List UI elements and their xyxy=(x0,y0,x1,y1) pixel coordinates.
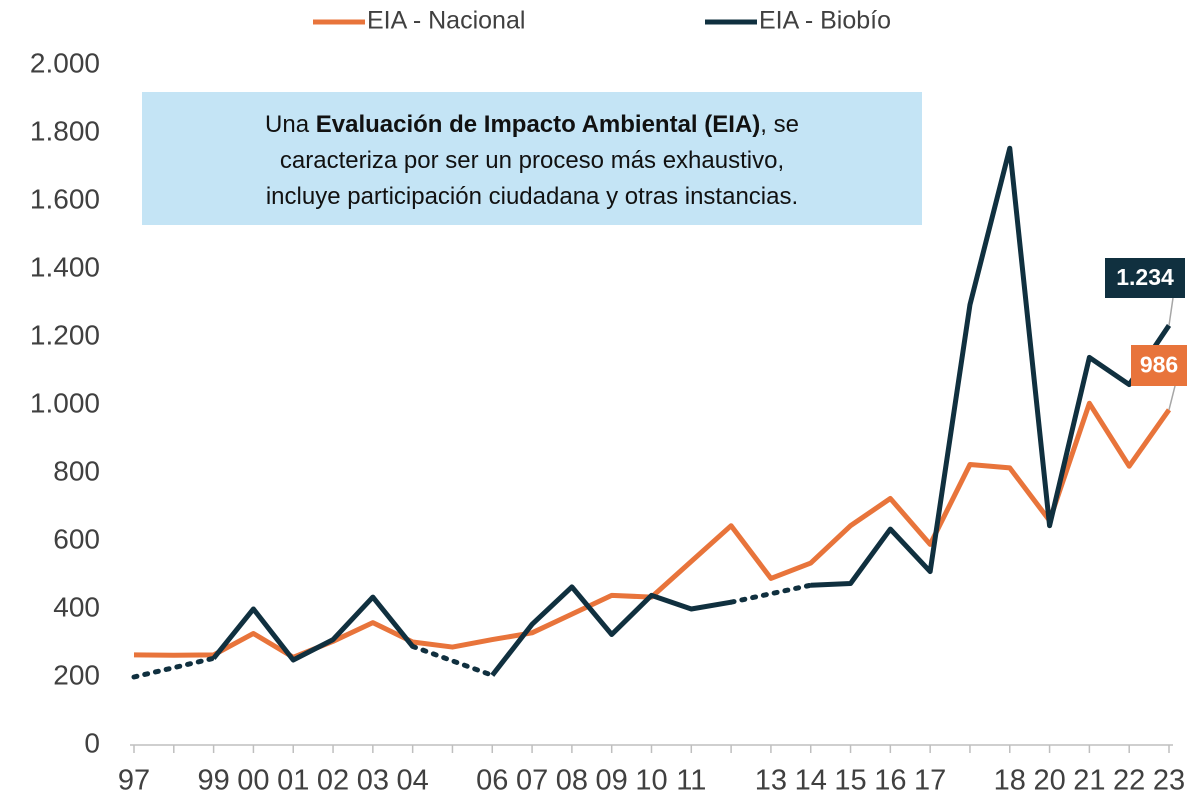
x-tick-label: 01 xyxy=(277,765,309,797)
x-tick-label: 07 xyxy=(516,765,548,797)
x-tick-label: 16 xyxy=(874,765,906,797)
annotation-box xyxy=(142,92,922,225)
y-tick-label: 800 xyxy=(53,455,100,486)
x-tick-label: 06 xyxy=(476,765,508,797)
x-tick-label: 00 xyxy=(237,765,269,797)
legend-label: EIA - Nacional xyxy=(367,7,525,35)
gap-connector xyxy=(728,582,814,605)
y-tick-label: 1.800 xyxy=(30,115,100,146)
x-tick-label: 15 xyxy=(834,765,866,797)
gap-connector xyxy=(410,643,495,678)
value-label: 986 xyxy=(1140,352,1178,378)
x-tick-label: 97 xyxy=(118,765,150,797)
annotation-text: Una Evaluación de Impacto Ambiental (EIA… xyxy=(265,111,799,138)
series-line xyxy=(211,594,415,663)
y-tick-label: 600 xyxy=(53,523,100,554)
value-label: 1.234 xyxy=(1116,264,1174,290)
annotation-part: Una xyxy=(265,111,316,138)
label-leader xyxy=(1168,385,1176,410)
x-tick-label: 13 xyxy=(755,765,787,797)
annotation-part: caracteriza por ser un proceso más exhau… xyxy=(280,147,784,174)
y-tick-label: 1.200 xyxy=(30,319,100,350)
annotation-part: Evaluación de Impacto Ambiental (EIA) xyxy=(316,111,761,138)
x-tick-label: 18 xyxy=(994,765,1026,797)
x-tick-label: 04 xyxy=(397,765,429,797)
x-tick-label: 20 xyxy=(1033,765,1065,797)
y-tick-label: 2.000 xyxy=(30,47,100,78)
y-tick-label: 200 xyxy=(53,659,100,690)
annotation-part: , se xyxy=(760,111,799,138)
value-label-box xyxy=(1131,345,1187,386)
x-tick-label: 08 xyxy=(556,765,588,797)
y-tick-label: 1.400 xyxy=(30,251,100,282)
series-line xyxy=(490,584,732,677)
x-tick-label: 14 xyxy=(795,765,827,797)
x-tick-label: 10 xyxy=(635,765,667,797)
y-tick-label: 1.000 xyxy=(30,387,100,418)
series-line xyxy=(133,400,1172,660)
series-line xyxy=(810,145,1172,588)
x-tick-label: 03 xyxy=(357,765,389,797)
annotation-text: incluye participación ciudadana y otras … xyxy=(266,183,798,210)
x-tick-label: 99 xyxy=(197,765,229,797)
gap-connector xyxy=(131,655,217,680)
x-tick-label: 21 xyxy=(1073,765,1105,797)
y-tick-label: 0 xyxy=(84,727,100,758)
x-tick-label: 09 xyxy=(596,765,628,797)
y-tick-label: 400 xyxy=(53,591,100,622)
value-label-box xyxy=(1105,258,1185,298)
annotation-text: caracteriza por ser un proceso más exhau… xyxy=(280,147,784,174)
x-tick-label: 02 xyxy=(317,765,349,797)
y-tick-label: 1.600 xyxy=(30,183,100,214)
x-tick-label: 22 xyxy=(1113,765,1145,797)
legend-label: EIA - Biobío xyxy=(759,7,891,35)
label-leader xyxy=(1168,297,1174,326)
x-tick-label: 23 xyxy=(1153,765,1185,797)
annotation-part: incluye participación ciudadana y otras … xyxy=(266,183,798,210)
x-tick-label: 17 xyxy=(914,765,946,797)
x-tick-label: 11 xyxy=(676,765,706,797)
